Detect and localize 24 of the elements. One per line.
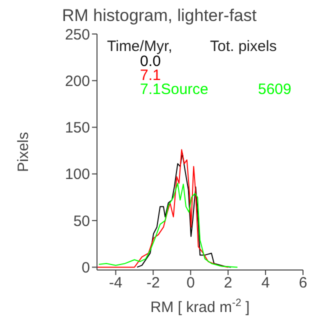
x-tick-label: 2 bbox=[224, 274, 232, 292]
y-tick-label: 100 bbox=[64, 166, 90, 184]
x-tick-label: 0 bbox=[186, 274, 195, 292]
x-tick-label: 4 bbox=[261, 274, 270, 292]
line-series bbox=[97, 149, 229, 268]
text: 0.0 bbox=[140, 53, 161, 70]
annotation: 5609 bbox=[258, 81, 292, 98]
legend-title: Time/Myr, bbox=[107, 38, 172, 55]
x-axis-title: RM [ krad m$^{-2}$ ] bbox=[150, 297, 250, 316]
x-tick-label: 6 bbox=[298, 274, 308, 292]
y-axis-title: Pixels bbox=[15, 132, 32, 172]
y-tick-label: 150 bbox=[64, 120, 90, 137]
y-tick-label: 200 bbox=[64, 72, 90, 90]
chart-title: RM histogram, lighter-fast bbox=[62, 6, 257, 26]
line-series bbox=[98, 182, 238, 268]
y-tick-label: 50 bbox=[73, 212, 90, 230]
text: 7.1Source bbox=[140, 81, 208, 98]
x-tick-label: -4 bbox=[109, 274, 122, 292]
line-series bbox=[136, 152, 232, 268]
y-tick-label: 0 bbox=[82, 260, 90, 277]
annotation: Tot. pixels bbox=[210, 38, 277, 55]
y-tick-label: 250 bbox=[64, 26, 90, 44]
x-tick-label: -2 bbox=[146, 274, 160, 292]
text: 7.1 bbox=[140, 67, 161, 84]
